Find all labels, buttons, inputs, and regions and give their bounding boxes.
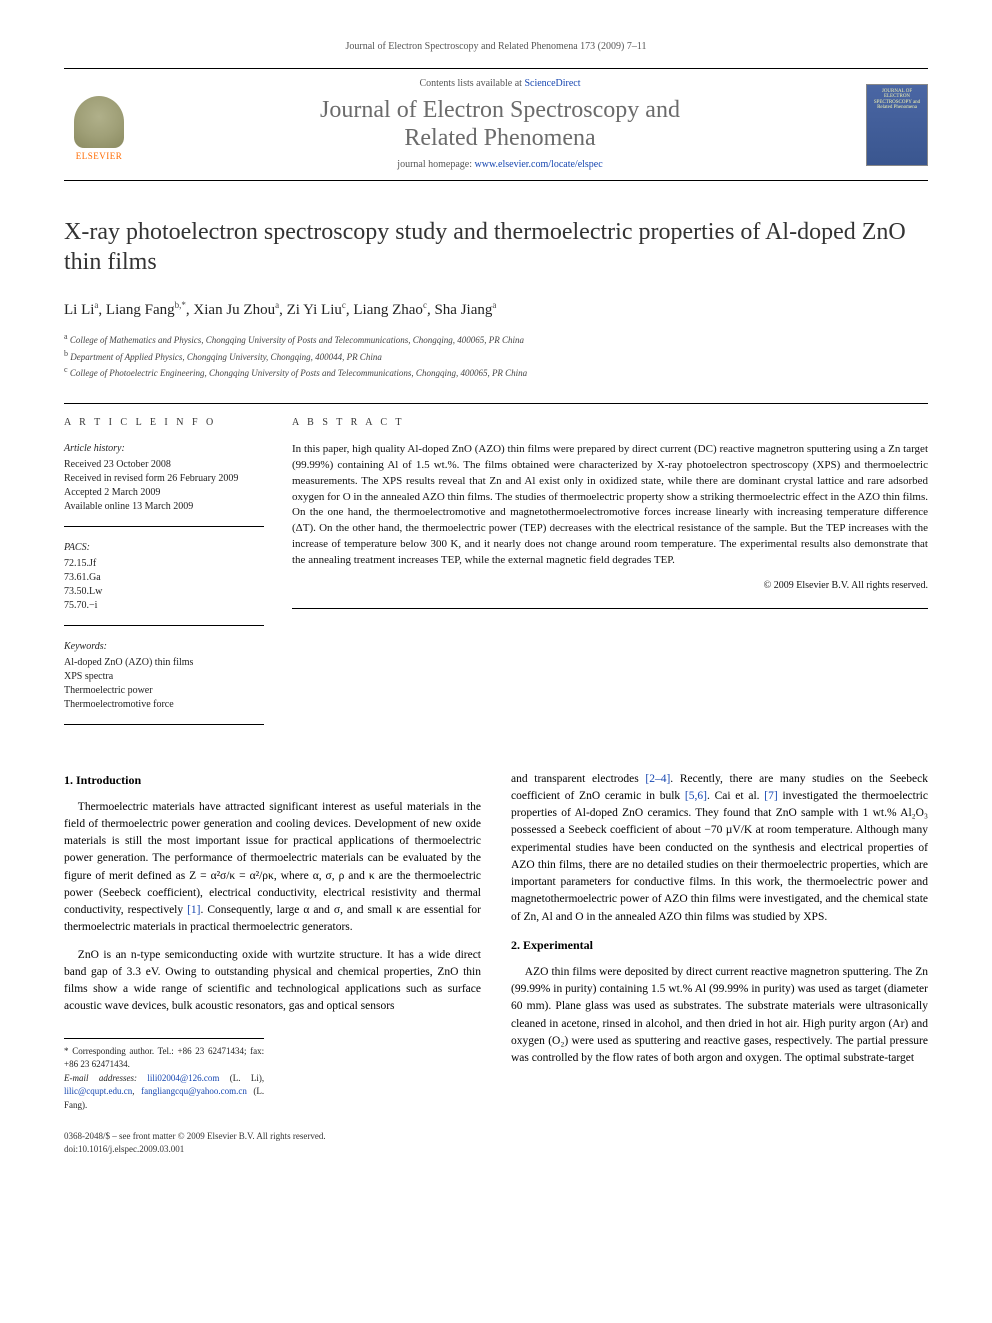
- affiliation-line: b Department of Applied Physics, Chongqi…: [64, 348, 928, 365]
- corresponding-author-footnote: * Corresponding author. Tel.: +86 23 624…: [64, 1038, 264, 1113]
- keywords-block: Keywords: Al-doped ZnO (AZO) thin filmsX…: [64, 640, 264, 725]
- history-line: Accepted 2 March 2009: [64, 486, 264, 500]
- keyword-line: XPS spectra: [64, 670, 264, 684]
- intro-para-3: and transparent electrodes [2–4]. Recent…: [511, 771, 928, 926]
- affiliation-line: a College of Mathematics and Physics, Ch…: [64, 331, 928, 348]
- elsevier-tree-icon: [74, 96, 124, 148]
- experimental-para-1: AZO thin films were deposited by direct …: [511, 964, 928, 1068]
- doi-line: doi:10.1016/j.elspec.2009.03.001: [64, 1143, 928, 1156]
- keyword-line: Thermoelectric power: [64, 684, 264, 698]
- keyword-line: Thermoelectromotive force: [64, 698, 264, 712]
- sciencedirect-link[interactable]: ScienceDirect: [524, 78, 580, 89]
- history-line: Received 23 October 2008: [64, 458, 264, 472]
- page-footer: 0368-2048/$ – see front matter © 2009 El…: [64, 1130, 928, 1155]
- article-info-column: A R T I C L E I N F O Article history: R…: [64, 403, 264, 739]
- section-1-heading: 1. Introduction: [64, 771, 481, 789]
- journal-cover-thumb: JOURNAL OF ELECTRON SPECTROSCOPY and Rel…: [866, 84, 928, 166]
- affiliation-line: c College of Photoelectric Engineering, …: [64, 364, 928, 381]
- abstract-text: In this paper, high quality Al-doped ZnO…: [292, 442, 928, 609]
- affiliation-list: a College of Mathematics and Physics, Ch…: [64, 331, 928, 381]
- pacs-line: 73.50.Lw: [64, 585, 264, 599]
- contents-list-pre: Contents lists available at: [419, 78, 524, 89]
- corr-email-line: E-mail addresses: lili02004@126.com (L. …: [64, 1072, 264, 1113]
- issn-line: 0368-2048/$ – see front matter © 2009 El…: [64, 1130, 928, 1143]
- journal-name: Journal of Electron Spectroscopy and Rel…: [150, 97, 850, 152]
- homepage-pre: journal homepage:: [397, 159, 474, 170]
- abstract-copyright: © 2009 Elsevier B.V. All rights reserved…: [292, 579, 928, 594]
- publisher-brand: ELSEVIER: [76, 150, 123, 163]
- keywords-head: Keywords:: [64, 640, 264, 654]
- body-left-column: 1. Introduction Thermoelectric materials…: [64, 771, 481, 1113]
- corr-author-line: * Corresponding author. Tel.: +86 23 624…: [64, 1045, 264, 1072]
- intro-para-1: Thermoelectric materials have attracted …: [64, 799, 481, 937]
- article-info-heading: A R T I C L E I N F O: [64, 416, 264, 430]
- abstract-column: A B S T R A C T In this paper, high qual…: [292, 403, 928, 739]
- pacs-block: PACS: 72.15.Jf73.61.Ga73.50.Lw75.70.−i: [64, 541, 264, 626]
- author-list: Li Lia, Liang Fangb,*, Xian Ju Zhoua, Zi…: [64, 299, 928, 321]
- cover-thumb-title: JOURNAL OF ELECTRON SPECTROSCOPY and Rel…: [869, 89, 925, 111]
- body-two-column: 1. Introduction Thermoelectric materials…: [64, 771, 928, 1113]
- intro-para-2: ZnO is an n-type semiconducting oxide wi…: [64, 947, 481, 1016]
- email-label: E-mail addresses:: [64, 1073, 137, 1083]
- pacs-line: 72.15.Jf: [64, 557, 264, 571]
- pacs-line: 75.70.−i: [64, 599, 264, 613]
- abstract-body: In this paper, high quality Al-doped ZnO…: [292, 443, 928, 567]
- pacs-head: PACS:: [64, 541, 264, 555]
- body-right-column: and transparent electrodes [2–4]. Recent…: [511, 771, 928, 1113]
- journal-masthead: ELSEVIER Contents lists available at Sci…: [64, 68, 928, 181]
- publisher-logo: ELSEVIER: [64, 87, 134, 163]
- article-history-block: Article history: Received 23 October 200…: [64, 442, 264, 527]
- article-history-head: Article history:: [64, 442, 264, 456]
- contents-list-line: Contents lists available at ScienceDirec…: [150, 77, 850, 91]
- history-line: Available online 13 March 2009: [64, 500, 264, 514]
- pacs-line: 73.61.Ga: [64, 571, 264, 585]
- journal-homepage-line: journal homepage: www.elsevier.com/locat…: [150, 158, 850, 172]
- running-head: Journal of Electron Spectroscopy and Rel…: [64, 40, 928, 54]
- section-2-heading: 2. Experimental: [511, 936, 928, 954]
- abstract-heading: A B S T R A C T: [292, 416, 928, 430]
- journal-homepage-link[interactable]: www.elsevier.com/locate/elspec: [475, 159, 603, 170]
- article-title: X-ray photoelectron spectroscopy study a…: [64, 217, 928, 277]
- history-line: Received in revised form 26 February 200…: [64, 472, 264, 486]
- keyword-line: Al-doped ZnO (AZO) thin films: [64, 656, 264, 670]
